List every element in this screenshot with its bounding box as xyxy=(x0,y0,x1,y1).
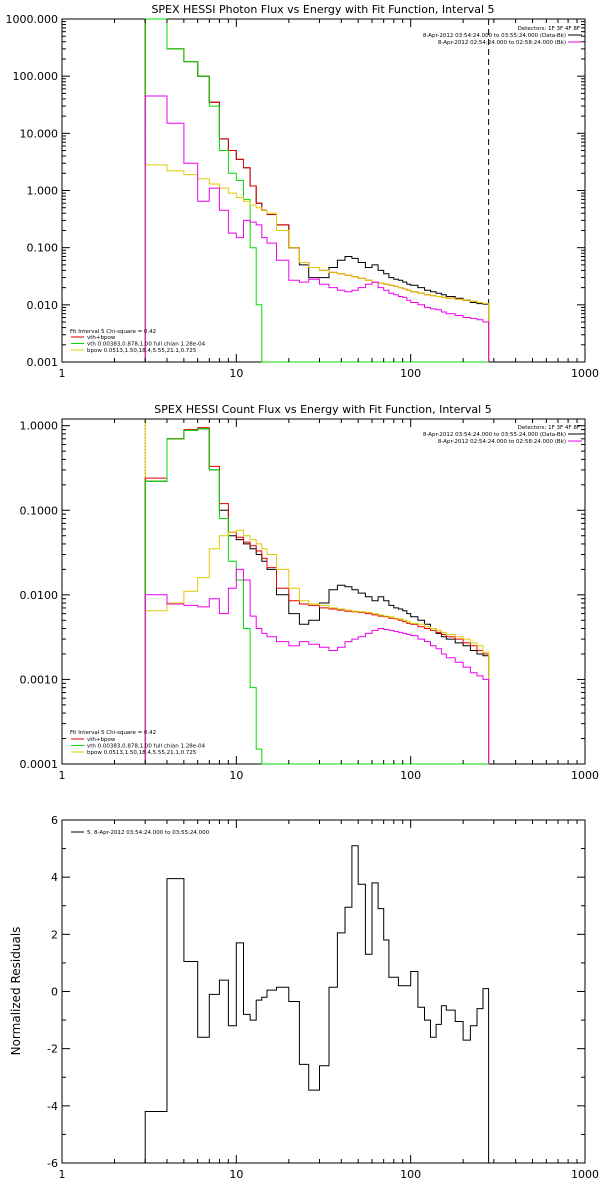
count-legend-label-bpow: bpow 0.0513,1.50,18.4,5.55,21.1,0.725 xyxy=(87,750,197,756)
resid-ytick-label: 4 xyxy=(51,871,58,884)
photon-xtick-label: 1000 xyxy=(571,367,599,380)
photon-legend-label-bpow: bpow 0.0513,1.50,18.4,5.55,21.1,0.725 xyxy=(87,348,197,354)
count-bkg-interval-label: 8-Apr-2012 02:54:24.000 to 02:58:24.000 … xyxy=(438,439,566,445)
resid-xtick-label: 1000 xyxy=(571,1168,599,1181)
count-title: SPEX HESSI Count Flux vs Energy with Fit… xyxy=(154,403,491,416)
resid-xtick-label: 10 xyxy=(229,1168,243,1181)
residuals-axes: 1 10 100 1000 -6 -4 -2 0 2 4 6 xyxy=(47,814,599,1181)
photon-title: SPEX HESSI Photon Flux vs Energy with Fi… xyxy=(151,3,494,16)
resid-series-data xyxy=(144,845,490,1163)
count-series-bpow xyxy=(144,529,490,764)
photon-plot-area xyxy=(144,18,490,363)
count-axes: 1 10 100 1000 0.0001 0.0010 0.0100 0.1000 1.0000 xyxy=(20,419,599,782)
count-axes-frame xyxy=(61,418,586,765)
photon-panel: SPEX HESSI Photon Flux vs Energy with Fi… xyxy=(6,3,600,380)
resid-ytick-label: -2 xyxy=(47,1043,58,1056)
photon-data-interval-label: 8-Apr-2012 03:54:24.000 to 03:55:24.000 … xyxy=(423,33,566,39)
count-ytick-label: 0.0001 xyxy=(20,758,59,771)
photon-legend-label-total: vth+bpow xyxy=(87,335,116,341)
count-data-interval-label: 8-Apr-2012 03:54:24.000 to 03:55:24.000 … xyxy=(423,432,566,438)
resid-ytick-label: 0 xyxy=(51,986,58,999)
count-panel: SPEX HESSI Count Flux vs Energy with Fit… xyxy=(20,403,600,782)
photon-ytick-label: 0.010 xyxy=(27,299,59,312)
residuals-axes-frame xyxy=(61,819,586,1164)
count-detectors-label: Detectors: 1F 3F 4F 8F xyxy=(518,425,580,431)
count-legend-label-vth: vth 0.00383,0.878,1.00 full chian 1.28e-… xyxy=(87,744,206,750)
resid-ytick-label: -6 xyxy=(47,1157,58,1170)
resid-ytick-label: 2 xyxy=(51,928,58,941)
photon-series-vth xyxy=(144,18,489,363)
photon-ytick-label: 0.100 xyxy=(27,242,59,255)
count-xtick-label: 100 xyxy=(400,769,421,782)
photon-detectors-label: Detectors: 1F 3F 4F 8F xyxy=(518,26,580,32)
resid-xtick-label: 100 xyxy=(400,1168,421,1181)
photon-series-bkg xyxy=(144,95,490,362)
count-xtick-label: 10 xyxy=(229,769,243,782)
photon-ytick-label: 10.000 xyxy=(20,127,59,140)
count-ytick-label: 0.1000 xyxy=(20,504,59,517)
resid-xtick-label: 1 xyxy=(59,1168,66,1181)
resid-ytick-label: 6 xyxy=(51,814,58,827)
count-series-total xyxy=(144,427,490,764)
residuals-plot-area xyxy=(144,845,490,1163)
count-xtick-label: 1000 xyxy=(571,769,599,782)
residuals-ylabel: Normalized Residuals xyxy=(9,927,23,1056)
photon-axes: 1 10 100 1000 0.001 0.010 0.100 1.000 10.000 100.… xyxy=(6,13,600,380)
photon-ytick-label: 0.001 xyxy=(27,356,59,369)
residuals-legend: 5. 8-Apr-2012 03:54:24.000 to 03:55:24.0… xyxy=(71,830,210,836)
resid-legend-label-data: 5. 8-Apr-2012 03:54:24.000 to 03:55:24.0… xyxy=(87,830,210,836)
photon-bkg-interval-label: 8-Apr-2012 02:54:24.000 to 02:58:24.000 … xyxy=(438,40,566,46)
residuals-panel: 1 10 100 1000 -6 -4 -2 0 2 4 6 Normalized Residual… xyxy=(9,814,599,1181)
photon-legend-header: Fit Interval 5 Chi-square = 0.42 xyxy=(70,329,156,335)
photon-xtick-label: 10 xyxy=(229,367,243,380)
count-legend-label-total: vth+bpow xyxy=(87,737,116,743)
photon-series-bpow xyxy=(144,164,490,362)
photon-ytick-label: 1.000 xyxy=(27,185,59,198)
count-ytick-label: 1.0000 xyxy=(20,420,59,433)
photon-ytick-label: 100.000 xyxy=(13,70,59,83)
photon-axes-frame xyxy=(61,18,586,363)
count-legend-header: Fit Interval 5 Chi-square = 0.42 xyxy=(70,730,156,736)
count-plot-area xyxy=(144,419,490,765)
photon-xtick-label: 1 xyxy=(59,367,66,380)
photon-xtick-label: 100 xyxy=(400,367,421,380)
photon-series-total xyxy=(144,18,490,362)
photon-legend-label-vth: vth 0.00383,0.878,1.00 full chian 1.28e-… xyxy=(87,342,206,348)
count-ytick-label: 0.0100 xyxy=(20,589,59,602)
photon-ytick-label: 1000.000 xyxy=(6,13,59,26)
count-xtick-label: 1 xyxy=(59,769,66,782)
count-ytick-label: 0.0010 xyxy=(20,673,59,686)
count-series-vth xyxy=(144,428,489,765)
resid-ytick-label: -4 xyxy=(47,1100,58,1113)
count-series-bkg xyxy=(144,568,490,764)
photon-series-data xyxy=(144,18,490,362)
count-series-data xyxy=(144,428,490,764)
